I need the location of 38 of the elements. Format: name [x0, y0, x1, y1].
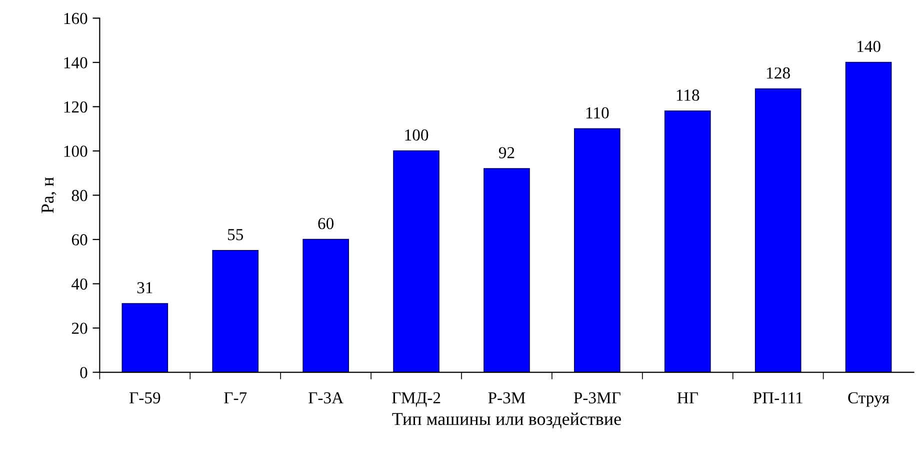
x-tick-label: НГ [677, 392, 698, 404]
y-tick-label: 120 [64, 101, 88, 113]
x-tick-label: Г-59 [129, 392, 160, 404]
x-tick-label: Р-3М [488, 392, 526, 404]
data-label: 31 [137, 282, 152, 294]
x-axis-title: Тип машины или воздействие [392, 412, 621, 428]
y-tick-label: 100 [64, 146, 88, 157]
data-label: 140 [858, 40, 880, 52]
bar [393, 150, 440, 372]
x-tick-label: Струя [848, 392, 890, 407]
x-tick-label: РП-111 [753, 392, 802, 404]
y-tick-label: 0 [80, 366, 88, 378]
data-label: 110 [586, 107, 609, 118]
bar [754, 88, 802, 372]
data-label: 92 [498, 147, 514, 158]
bar [212, 250, 259, 372]
data-label: 55 [228, 229, 244, 240]
data-label: 100 [405, 129, 428, 141]
y-tick-label: 160 [64, 12, 88, 24]
bar [845, 62, 892, 372]
bar [122, 303, 168, 372]
bar [574, 128, 620, 372]
y-tick-label: 60 [72, 234, 88, 246]
y-tick-label: 140 [64, 57, 88, 68]
bar [664, 110, 711, 372]
y-tick-label: 40 [72, 278, 88, 290]
y-tick-label: 20 [72, 322, 88, 334]
bar [484, 168, 530, 372]
x-tick-label: Г-7 [224, 392, 247, 404]
data-label: 60 [318, 218, 334, 230]
data-label: 128 [767, 67, 790, 79]
y-axis-title: Pa, н [42, 177, 56, 214]
x-tick-label: Г-3А [308, 392, 344, 404]
bar [302, 238, 349, 372]
data-label: 118 [676, 90, 700, 101]
x-tick-label: ГМД-2 [392, 392, 440, 407]
y-tick-label: 80 [72, 190, 88, 202]
x-tick-label: Р-3МГ [574, 392, 620, 404]
